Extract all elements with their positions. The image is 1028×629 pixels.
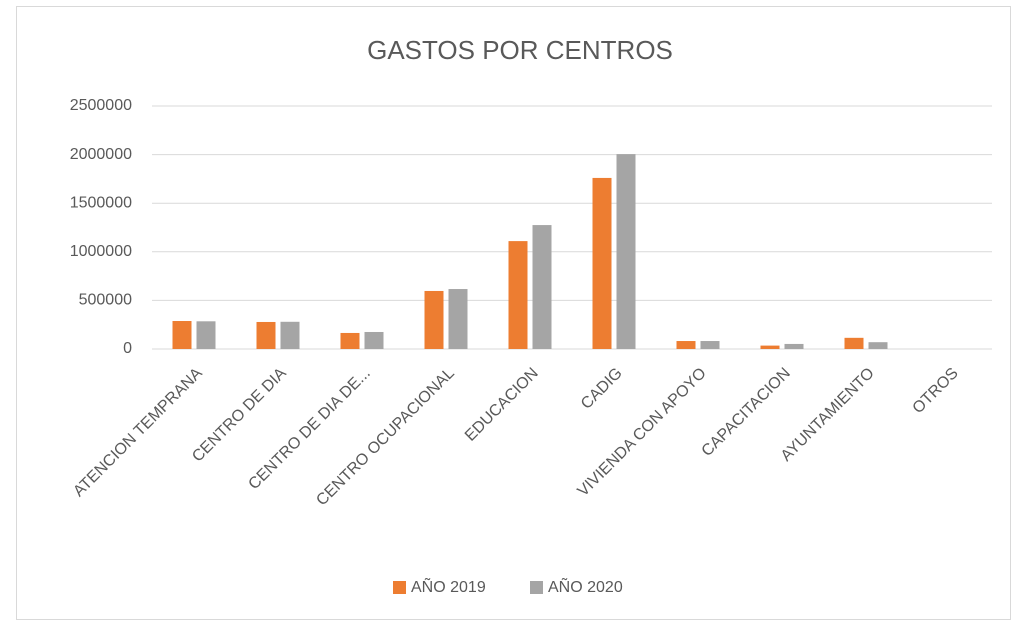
- bar: [340, 332, 360, 349]
- bar: [364, 331, 384, 349]
- bar: [760, 345, 780, 349]
- legend-swatch: [530, 581, 543, 594]
- chart-title: GASTOS POR CENTROS: [367, 35, 673, 65]
- bar: [844, 337, 864, 349]
- bar: [532, 225, 552, 349]
- bar: [172, 321, 192, 349]
- bar: [700, 341, 720, 349]
- bar: [196, 321, 216, 349]
- bar: [616, 154, 636, 349]
- legend-label: AÑO 2019: [411, 576, 486, 596]
- y-tick-label: 1500000: [70, 194, 132, 211]
- bar: [592, 177, 612, 349]
- y-tick-label: 500000: [79, 292, 132, 309]
- y-tick-label: 2500000: [70, 97, 132, 114]
- bar: [424, 290, 444, 349]
- bar: [868, 342, 888, 349]
- bar: [508, 241, 528, 349]
- y-tick-label: 2000000: [70, 146, 132, 163]
- bar: [784, 343, 804, 349]
- legend-swatch: [393, 581, 406, 594]
- y-tick-label: 1000000: [70, 243, 132, 260]
- y-tick-label: 0: [123, 340, 132, 357]
- legend-label: AÑO 2020: [548, 576, 623, 596]
- bar: [280, 321, 300, 349]
- bar: [448, 289, 468, 349]
- bar: [256, 321, 276, 349]
- bar: [676, 341, 696, 349]
